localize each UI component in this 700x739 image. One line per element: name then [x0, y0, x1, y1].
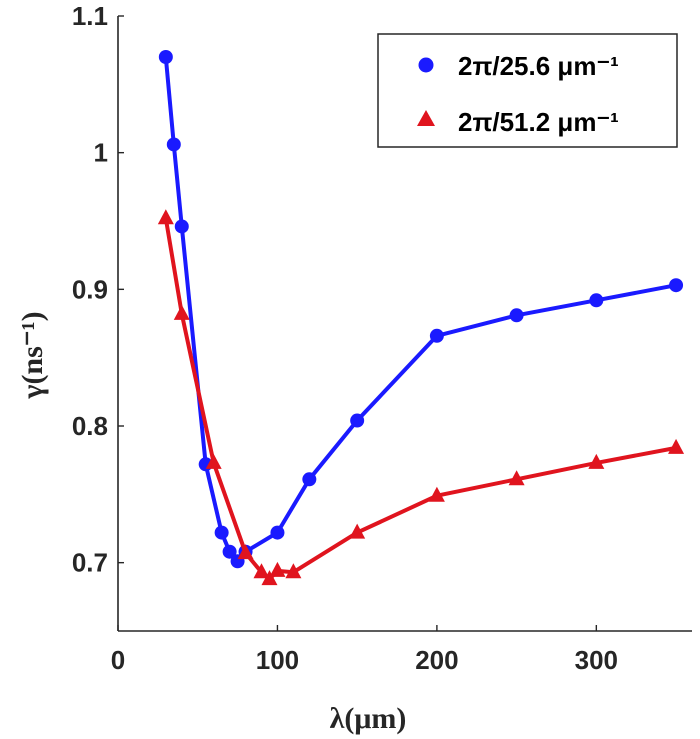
legend-label-series-2: 2π/51.2 μm⁻¹	[458, 107, 619, 137]
data-point	[669, 278, 684, 293]
data-point	[222, 544, 237, 559]
y-tick-label: 0.9	[72, 274, 108, 304]
data-point	[261, 570, 278, 586]
data-point	[428, 486, 445, 502]
data-point	[157, 209, 174, 225]
data-point	[253, 563, 270, 579]
data-point	[589, 293, 604, 308]
series-line	[163, 217, 677, 582]
data-point	[158, 50, 173, 64]
x-tick-label: 300	[575, 645, 618, 675]
x-tick-label: 100	[256, 645, 299, 675]
x-tick-label: 200	[415, 645, 458, 675]
y-axis-title: γ(ns⁻¹)	[16, 311, 49, 399]
legend-label-series-1: 2π/25.6 μm⁻¹	[458, 51, 619, 81]
data-point	[174, 219, 189, 234]
data-point	[237, 544, 254, 560]
data-point	[285, 563, 302, 579]
data-point	[166, 137, 181, 152]
series-layer	[157, 50, 685, 586]
data-point	[508, 470, 525, 486]
data-point	[173, 304, 190, 320]
y-tick-label: 0.8	[72, 411, 108, 441]
data-point	[302, 472, 317, 487]
legend-marker-series-2	[417, 110, 435, 126]
ticks-layer: 0 100 200 300 0.7 0.8 0.9 1 1.1	[72, 1, 618, 675]
data-point	[214, 525, 229, 540]
data-point	[349, 523, 366, 539]
y-tick-label: 1.1	[72, 1, 108, 31]
x-tick-label: 0	[111, 645, 125, 675]
y-tick-label: 0.7	[72, 548, 108, 578]
data-point	[668, 438, 685, 454]
y-tick-label: 1	[94, 138, 108, 168]
x-axis-title: λ(μm)	[330, 702, 407, 735]
data-point	[429, 328, 444, 343]
data-point	[509, 308, 524, 323]
data-point	[588, 453, 605, 469]
legend-marker-series-1	[418, 57, 434, 73]
legend: 2π/25.6 μm⁻¹ 2π/51.2 μm⁻¹	[377, 33, 678, 148]
data-point	[205, 453, 222, 469]
series-2	[157, 209, 685, 586]
legend-box	[377, 33, 678, 148]
data-point	[270, 525, 285, 540]
data-point	[350, 413, 365, 428]
data-point	[269, 561, 286, 577]
